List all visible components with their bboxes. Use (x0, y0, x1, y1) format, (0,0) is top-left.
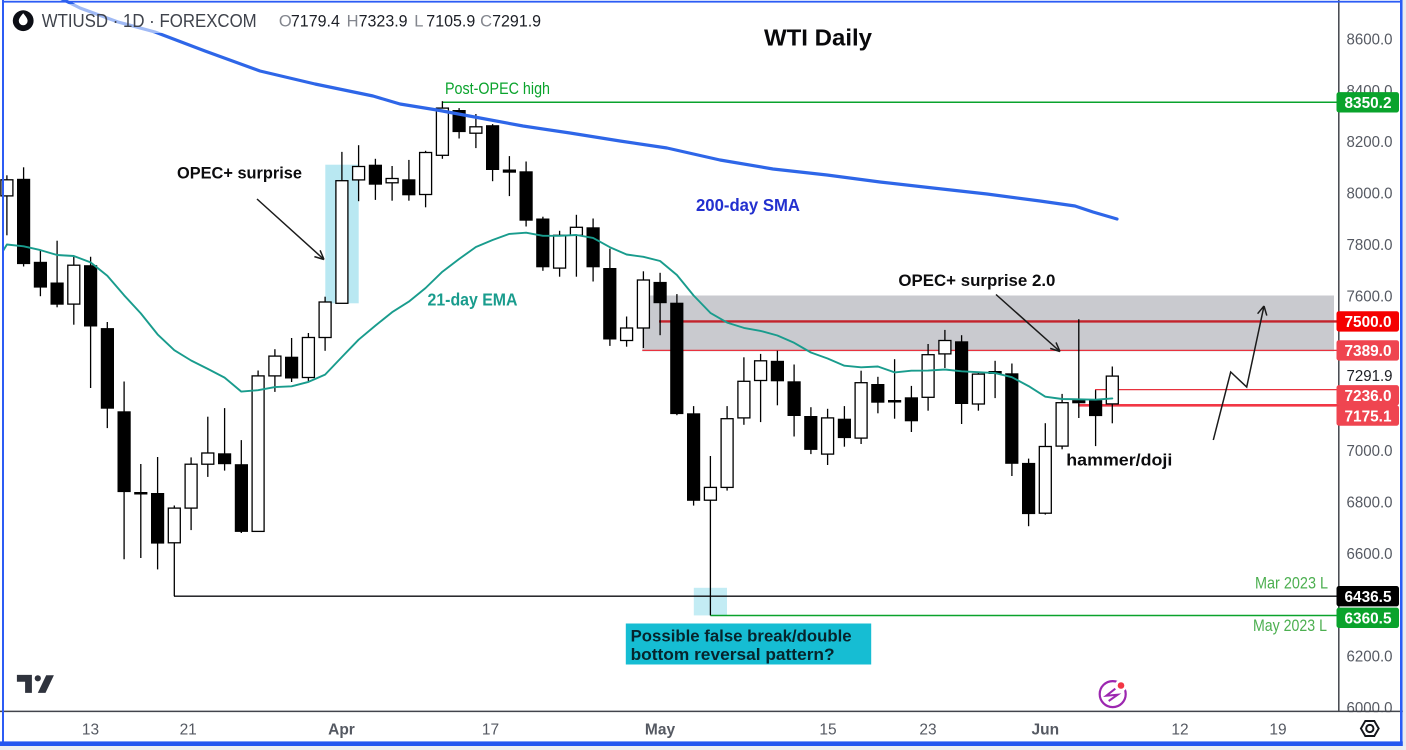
svg-text:7291.9: 7291.9 (1347, 368, 1393, 385)
svg-text:7291.9: 7291.9 (492, 13, 541, 31)
svg-text:7800.0: 7800.0 (1347, 237, 1393, 254)
svg-text:21-day EMA: 21-day EMA (428, 290, 518, 310)
svg-text:L: L (414, 13, 423, 31)
svg-text:7175.1: 7175.1 (1345, 408, 1392, 425)
svg-text:13: 13 (82, 722, 99, 739)
svg-text:Mar 2023 L: Mar 2023 L (1255, 575, 1328, 593)
svg-text:6360.5: 6360.5 (1345, 611, 1392, 628)
svg-text:Post-OPEC high: Post-OPEC high (445, 80, 550, 98)
svg-text:H: H (347, 13, 359, 31)
svg-text:6800.0: 6800.0 (1347, 494, 1393, 511)
svg-text:WTI Daily: WTI Daily (764, 25, 872, 51)
svg-text:7000.0: 7000.0 (1347, 443, 1393, 460)
svg-text:8350.2: 8350.2 (1345, 95, 1392, 112)
svg-text:23: 23 (919, 722, 936, 739)
svg-text:7600.0: 7600.0 (1347, 289, 1393, 306)
svg-text:May: May (645, 722, 676, 739)
svg-text:7323.9: 7323.9 (359, 13, 408, 31)
svg-text:8600.0: 8600.0 (1347, 31, 1393, 48)
svg-text:17: 17 (482, 722, 499, 739)
svg-text:6436.5: 6436.5 (1345, 589, 1392, 606)
svg-text:bottom reversal pattern?: bottom reversal pattern? (631, 645, 835, 664)
svg-text:200-day SMA: 200-day SMA (696, 195, 800, 215)
svg-text:8200.0: 8200.0 (1347, 134, 1393, 151)
svg-text:7105.9: 7105.9 (426, 13, 475, 31)
svg-text:WTIUSD · 1D · FOREXCOM: WTIUSD · 1D · FOREXCOM (42, 10, 257, 31)
svg-text:12: 12 (1171, 722, 1188, 739)
svg-text:15: 15 (819, 722, 836, 739)
svg-text:Jun: Jun (1032, 722, 1060, 739)
svg-text:21: 21 (180, 722, 197, 739)
svg-text:8000.0: 8000.0 (1347, 186, 1393, 203)
svg-text:Possible false break/double: Possible false break/double (631, 627, 852, 646)
svg-text:C: C (480, 13, 492, 31)
svg-text:7389.0: 7389.0 (1345, 343, 1392, 360)
svg-text:6200.0: 6200.0 (1347, 649, 1393, 666)
svg-text:OPEC+ surprise: OPEC+ surprise (177, 164, 302, 183)
svg-text:7179.4: 7179.4 (291, 13, 340, 31)
svg-text:O: O (279, 13, 292, 31)
svg-text:19: 19 (1269, 722, 1286, 739)
svg-text:May 2023 L: May 2023 L (1253, 617, 1327, 635)
svg-text:hammer/doji: hammer/doji (1066, 451, 1172, 470)
svg-text:7500.0: 7500.0 (1345, 314, 1392, 331)
svg-text:6600.0: 6600.0 (1347, 546, 1393, 563)
svg-text:OPEC+ surprise 2.0: OPEC+ surprise 2.0 (898, 271, 1055, 290)
svg-text:Apr: Apr (328, 722, 355, 739)
svg-text:7236.0: 7236.0 (1345, 388, 1392, 405)
